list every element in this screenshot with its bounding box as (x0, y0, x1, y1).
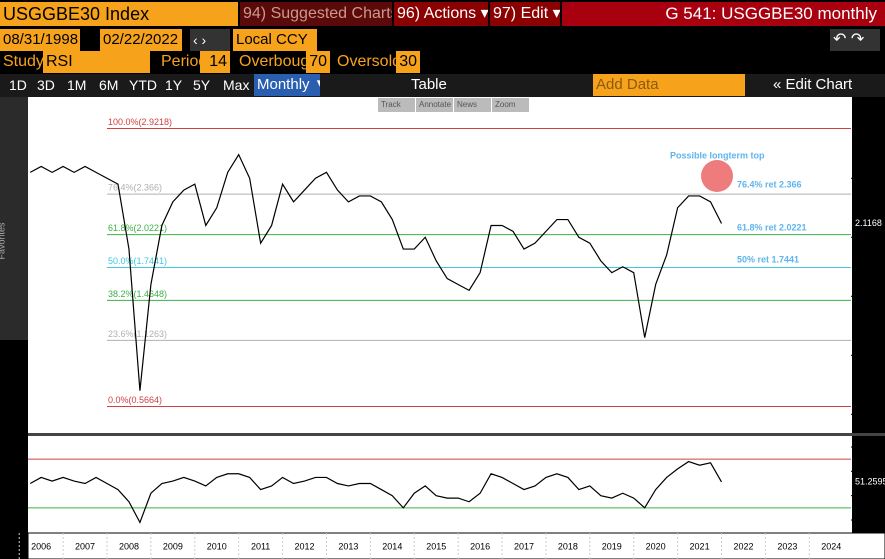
fib-label: 23.6%(1.1263) (108, 329, 167, 339)
range-button[interactable]: 6M (99, 77, 119, 93)
x-tick-label: 2007 (75, 541, 95, 551)
range-button[interactable]: 5Y (193, 77, 211, 93)
x-tick-label: 2017 (514, 541, 534, 551)
currency[interactable]: Local CCY (233, 29, 317, 51)
edit-chart[interactable]: « Edit Chart (773, 76, 853, 93)
range-button[interactable]: Max (223, 77, 250, 93)
oversold-field[interactable]: 30 (396, 51, 420, 73)
panel-divider (28, 433, 885, 436)
x-tick-label: 2010 (207, 541, 227, 551)
series-line (29, 153, 723, 391)
y-tick-label: 20 (857, 514, 867, 524)
y-tick-label: 40 (857, 490, 867, 500)
range-button[interactable]: 1Y (165, 77, 183, 93)
y-tick-label: 80 (857, 441, 867, 451)
y-tick-label: 1.00 (857, 350, 875, 360)
y-tick-label: 2.50 (857, 173, 875, 183)
x-tick-label: 2018 (558, 541, 578, 551)
fib-label: 61.8%(2.0221) (108, 223, 167, 233)
x-tick-label: 2012 (295, 541, 315, 551)
y-tick-label: 60 (857, 466, 867, 476)
start-date[interactable]: 08/31/1998 (0, 29, 80, 51)
annotation: 76.4% ret 2.366 (737, 179, 802, 189)
y-tick-label: 2.00 (857, 232, 875, 242)
range-button[interactable]: 3D (37, 77, 55, 93)
fib-label: 38.2%(1.4648) (108, 289, 167, 299)
annotation: 61.8% ret 2.0221 (737, 222, 807, 232)
plot-bg (28, 97, 852, 533)
x-tick-label: 2013 (338, 541, 358, 551)
last-value-box (853, 475, 885, 488)
oversold-label: Oversold (337, 53, 402, 70)
annotation: 50% ret 1.7441 (737, 254, 799, 264)
fib-label: 50.0%(1.7441) (108, 256, 167, 266)
period-label: Period (161, 53, 208, 70)
highlight-circle (701, 160, 733, 192)
range-button[interactable]: 1M (67, 77, 87, 93)
frequency[interactable]: Monthly ▼ (254, 74, 320, 96)
tool-button[interactable]: Zoom (492, 98, 529, 112)
last-value: 2.1168 (855, 218, 882, 228)
x-tick-label: 2014 (382, 541, 402, 551)
range-button[interactable]: YTD (129, 77, 157, 93)
undo-redo[interactable]: ↶ ↷ (830, 29, 880, 51)
actions-menu[interactable]: 96) Actions ▾ (394, 2, 488, 26)
x-tick-label: 2024 (821, 541, 841, 551)
x-tick-label: 2015 (426, 541, 446, 551)
nav-arrows[interactable]: ‹ › (190, 29, 230, 51)
x-tick-label: 2019 (602, 541, 622, 551)
tool-button[interactable]: News (454, 98, 491, 112)
fib-label: 0.0%(0.5664) (108, 395, 162, 405)
x-tick-label: 2009 (163, 541, 183, 551)
page-title: G 541: USGGBE30 monthly (562, 2, 885, 26)
last-value-box (853, 217, 885, 230)
x-tick-label: 2011 (251, 541, 270, 551)
y-tick-label: 1.50 (857, 291, 875, 301)
fib-label: 100.0%(2.9218) (108, 117, 172, 127)
last-value: 51.2595 (855, 476, 885, 486)
range-button[interactable]: 1D (9, 77, 27, 93)
x-tick-label: 2022 (733, 541, 753, 551)
add-data[interactable]: Add Data (593, 74, 745, 96)
suggested-charts[interactable]: 94) Suggested Charts (240, 2, 392, 26)
overbought-label: Overbought (239, 53, 323, 70)
annotation: Possible longterm top (670, 150, 765, 160)
x-tick-label: 2023 (777, 541, 797, 551)
x-tick-label: 2021 (690, 541, 710, 551)
x-tick-label: 2020 (646, 541, 666, 551)
table-button[interactable]: Table (411, 76, 447, 93)
ticker[interactable]: USGGBE30 Index (0, 2, 238, 26)
side-toolbar (0, 97, 28, 340)
study-field[interactable]: RSI (43, 51, 150, 73)
series-line (29, 460, 723, 524)
end-date[interactable]: 02/22/2022 (100, 29, 182, 51)
tool-button[interactable]: Annotate (416, 98, 453, 112)
tool-button[interactable]: Track (378, 98, 415, 112)
reset-button[interactable]: Reset (506, 117, 527, 126)
overbought-field[interactable]: 70 (306, 51, 330, 73)
x-tick-label: 2016 (470, 541, 490, 551)
chart: 0.50 1.00 1.50 2.00 2.50 100.0%(2.9218) 76.4%(… (18, 97, 885, 559)
x-tick-label: 2006 (31, 541, 51, 551)
y-tick-label: 0.50 (857, 409, 875, 419)
edit-chart-label[interactable]: Edit Chart (785, 76, 853, 93)
edit-menu[interactable]: 97) Edit ▾ (490, 2, 560, 26)
fib-label: 76.4%(2.366) (108, 182, 162, 192)
x-axis-bg (27, 532, 885, 559)
study-label: Study (3, 53, 44, 70)
x-tick-label: 2008 (119, 541, 139, 551)
period-field[interactable]: 14 (200, 51, 230, 73)
